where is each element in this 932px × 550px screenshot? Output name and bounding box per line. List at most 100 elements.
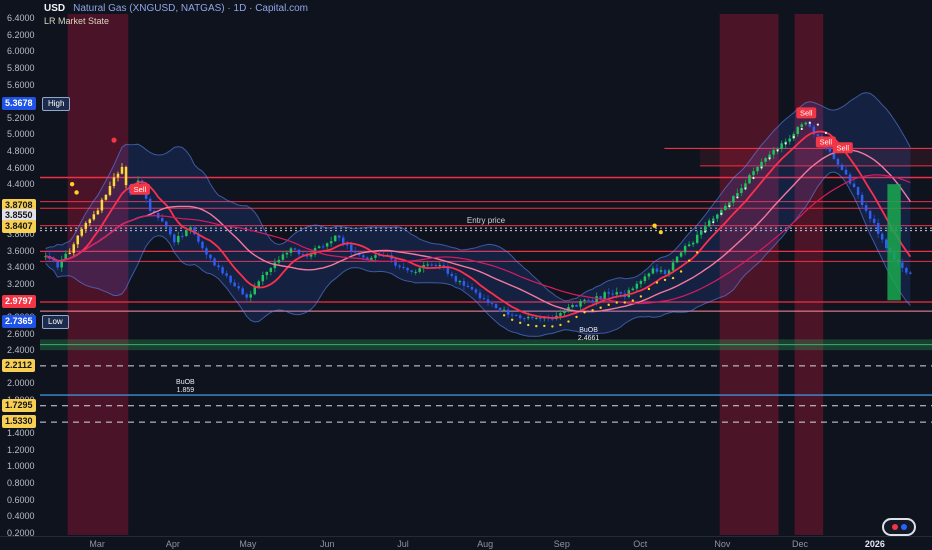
candle-body (587, 299, 590, 301)
price-axis[interactable]: 6.4000 6.2000 6.0000 5.8000 5.6000 5.2000 5.00… (0, 0, 71, 538)
candle-body (486, 299, 490, 304)
yellow-dot-trail (535, 324, 538, 328)
price-tag: 2.9797 (2, 295, 36, 309)
candle-body (366, 257, 369, 260)
candle-body (410, 270, 413, 272)
target-box (887, 184, 901, 301)
price-side-tag: Low (42, 315, 69, 330)
candle-body (724, 205, 727, 211)
price-tick: 0.4000 (7, 511, 35, 522)
chart-annotation: Entry price (467, 216, 506, 225)
price-tag: 1.7295 (2, 398, 36, 412)
candle-body (836, 158, 840, 165)
candle-body (812, 126, 816, 135)
logo-blue-dot-icon (900, 524, 907, 530)
candle-body (474, 289, 478, 293)
month-label: Dec (791, 539, 808, 549)
yellow-dot-trail (543, 324, 546, 328)
price-tick: 5.8000 (7, 62, 35, 73)
candle-body (744, 183, 747, 189)
candle-body (68, 252, 71, 254)
bollinger-fill (45, 92, 911, 337)
yellow-dot-trail (510, 318, 514, 321)
candle-body (337, 235, 341, 238)
price-tick: 6.4000 (7, 13, 35, 24)
candle-body (864, 205, 868, 211)
candle-body (639, 281, 643, 284)
candle-body (539, 317, 542, 319)
signal-dot (111, 137, 117, 143)
yellow-dot-trail (567, 320, 570, 323)
candle-body (663, 270, 667, 275)
price-tick: 1.0000 (7, 461, 35, 472)
month-label: May (239, 539, 257, 549)
month-label: Nov (714, 539, 731, 549)
symbol-title[interactable]: Natural Gas (XNGUSD, NATGAS) · 1D · Capi… (73, 3, 308, 14)
month-label: Aug (477, 539, 494, 549)
candle-body (173, 234, 176, 243)
candle-body (333, 235, 337, 242)
candle-body (691, 242, 695, 245)
candle-body (716, 214, 719, 219)
candle-body (466, 285, 470, 288)
price-tag: 2.7365 (2, 315, 36, 329)
candle-body (736, 193, 739, 197)
candle-body (229, 275, 232, 283)
yellow-dot-trail (615, 301, 618, 304)
indicator-label[interactable]: LR Market State (44, 16, 110, 26)
candle-body (498, 308, 502, 311)
candle-body (760, 161, 763, 168)
candle-body (535, 317, 538, 319)
candle-body (635, 283, 639, 289)
currency-label[interactable]: USD (44, 3, 66, 14)
candle-body (317, 246, 321, 249)
candle-body (615, 292, 618, 295)
candle-body (72, 244, 75, 253)
candle-body (667, 270, 671, 275)
white-dot-trail (752, 176, 755, 180)
white-dot-trail (776, 149, 779, 152)
candle-body (80, 229, 84, 236)
candle-body (148, 198, 152, 211)
yellow-dot-trail (679, 270, 683, 273)
candle-body (350, 244, 353, 252)
signal-dot (69, 181, 75, 187)
candle-body (293, 248, 297, 250)
price-tick: 1.4000 (7, 428, 35, 439)
candle-body (708, 220, 711, 227)
price-tick: 6.0000 (7, 46, 35, 57)
yellow-dot-trail (607, 303, 610, 307)
white-dot-trail (792, 136, 795, 139)
candle-body (209, 254, 212, 259)
candle-body (277, 259, 281, 263)
candle-body (249, 294, 252, 298)
yellow-dot-trail (575, 315, 578, 319)
candle-body (571, 305, 574, 308)
price-tick: 3.4000 (7, 262, 35, 273)
white-dot-trail (712, 220, 715, 224)
candle-body (374, 255, 377, 258)
time-axis[interactable]: Mar Apr May Jun Jul Aug Sep Oct Nov Dec 2026 (0, 536, 932, 550)
sell-tag (129, 183, 150, 195)
candle-body (506, 309, 510, 315)
symbol-legend: USD Natural Gas (XNGUSD, NATGAS) · 1D · … (44, 3, 308, 14)
signal-dot (658, 230, 663, 235)
candle-body (579, 301, 582, 307)
candle-body (860, 194, 864, 206)
yellow-dot-trail (591, 309, 594, 312)
price-tick: 4.8000 (7, 145, 35, 156)
candle-body (796, 127, 799, 134)
price-tick: 0.8000 (7, 477, 35, 488)
candle-body (478, 292, 482, 299)
candle-body (490, 303, 494, 305)
candle-body (675, 256, 679, 263)
candle-body (217, 265, 220, 268)
market-state-band (794, 14, 824, 535)
white-dot-trail (728, 205, 731, 208)
broker-logo[interactable] (882, 518, 916, 536)
month-label: Sep (553, 539, 570, 549)
candle-body (321, 246, 325, 248)
candle-body (514, 314, 518, 316)
